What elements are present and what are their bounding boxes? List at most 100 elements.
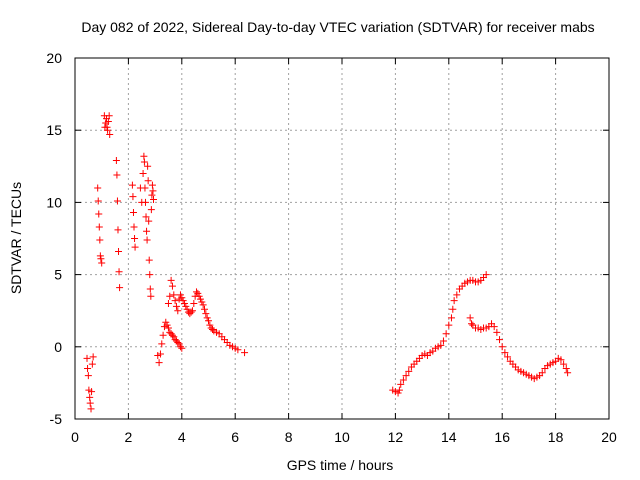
data-point (202, 310, 210, 318)
data-point (113, 171, 121, 179)
data-point (158, 340, 166, 348)
data-point (141, 184, 149, 192)
data-point (405, 367, 413, 375)
data-point (87, 405, 95, 413)
data-point (467, 320, 475, 328)
data-point (199, 301, 207, 309)
data-point (140, 158, 148, 166)
data-point (490, 323, 498, 331)
data-point (445, 321, 453, 329)
data-point (139, 170, 147, 178)
y-axis-label: SDTVAR / TECUs (8, 182, 24, 294)
data-point (88, 360, 96, 368)
y-axis: -5 0 5 10 15 20 (46, 50, 609, 427)
x-tick-label: 12 (388, 429, 404, 445)
data-point (178, 294, 186, 302)
data-point (86, 399, 94, 407)
data-point (84, 372, 92, 380)
data-point (560, 360, 568, 368)
x-tick-label: 18 (548, 429, 564, 445)
data-point (447, 314, 455, 322)
data-point (162, 318, 170, 326)
data-point (450, 297, 458, 305)
data-point (174, 307, 182, 315)
x-tick-label: 2 (125, 429, 133, 445)
x-tick-label: 14 (441, 429, 457, 445)
data-point (234, 346, 242, 354)
data-point (114, 226, 122, 234)
data-point (148, 191, 156, 199)
x-tick-label: 10 (334, 429, 350, 445)
data-point (104, 118, 112, 126)
data-point (399, 376, 407, 384)
data-point (557, 356, 565, 364)
data-point (95, 210, 103, 218)
data-point (188, 307, 196, 315)
data-point (395, 386, 403, 394)
data-point (94, 184, 102, 192)
data-point (155, 359, 163, 367)
data-point (96, 252, 104, 260)
data-point (241, 349, 249, 357)
data-point (143, 227, 151, 235)
x-axis: 0 2 4 6 8 10 12 14 16 18 20 (71, 58, 617, 445)
data-point (112, 157, 120, 165)
y-tick-label: 10 (46, 194, 62, 210)
data-point (145, 256, 153, 264)
data-point (195, 292, 203, 300)
data-point (86, 393, 94, 401)
data-points (83, 112, 572, 413)
data-point (453, 291, 461, 299)
data-point (200, 305, 208, 313)
data-point (115, 247, 123, 255)
data-point (178, 344, 186, 352)
data-point (171, 297, 179, 305)
data-point (538, 369, 546, 377)
data-point (175, 340, 183, 348)
data-point (131, 235, 139, 242)
data-point (129, 193, 137, 201)
data-point (88, 388, 96, 396)
data-point (501, 349, 509, 357)
data-point (105, 112, 113, 120)
data-point (203, 314, 211, 322)
data-point (192, 288, 200, 296)
data-point (146, 271, 154, 279)
data-point (449, 305, 457, 313)
data-point (482, 271, 490, 279)
data-point (116, 284, 124, 292)
data-point (172, 302, 180, 310)
data-point (206, 321, 214, 329)
data-point (140, 152, 148, 160)
chart-title: Day 082 of 2022, Sidereal Day-to-day VTE… (81, 19, 594, 35)
data-point (149, 196, 157, 204)
y-tick-label: 15 (46, 122, 62, 138)
data-point (187, 308, 195, 316)
data-point (130, 223, 138, 231)
data-point (176, 291, 184, 299)
x-tick-label: 16 (494, 429, 510, 445)
data-point (164, 324, 172, 332)
data-point (106, 131, 114, 139)
data-point (163, 321, 171, 329)
data-point (166, 292, 174, 300)
data-point (147, 292, 155, 300)
data-point (562, 364, 570, 372)
data-point (146, 285, 154, 293)
data-point (95, 223, 103, 231)
data-point (104, 126, 112, 134)
data-point (198, 298, 206, 306)
data-point (209, 325, 217, 333)
data-point (439, 337, 447, 345)
x-tick-label: 6 (231, 429, 239, 445)
y-tick-label: -5 (50, 411, 63, 427)
data-point (94, 197, 102, 205)
data-point (128, 181, 136, 189)
data-point (141, 198, 149, 206)
data-point (97, 255, 105, 263)
data-point (190, 299, 198, 307)
y-tick-label: 20 (46, 50, 62, 66)
x-tick-label: 8 (285, 429, 293, 445)
data-point (196, 295, 204, 303)
